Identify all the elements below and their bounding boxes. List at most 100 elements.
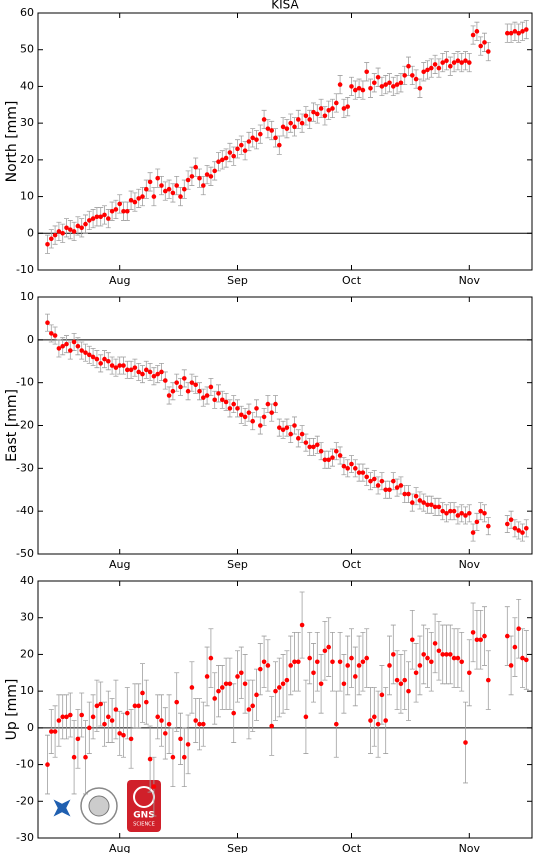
x-tick-label: Aug <box>109 558 130 571</box>
point <box>106 358 111 364</box>
point <box>193 164 198 170</box>
point <box>280 681 286 687</box>
point <box>326 457 332 463</box>
point <box>125 367 130 373</box>
point <box>425 502 430 508</box>
point <box>482 40 487 45</box>
point <box>140 371 145 377</box>
y-tick-label: 10 <box>20 190 34 203</box>
point <box>147 369 153 375</box>
point <box>216 391 221 396</box>
y-tick-label: 30 <box>20 116 34 129</box>
x-tick-label: Nov <box>459 558 481 571</box>
university-logo-inner <box>88 795 110 817</box>
point <box>45 320 50 326</box>
point <box>394 677 400 683</box>
point <box>284 677 290 683</box>
point <box>307 117 313 122</box>
point <box>49 331 54 336</box>
point <box>136 369 141 375</box>
x-tick-label: Oct <box>342 558 362 571</box>
point <box>147 179 153 185</box>
point <box>71 339 77 345</box>
point <box>106 714 111 720</box>
point <box>524 526 529 531</box>
point <box>524 657 529 663</box>
point <box>360 87 366 93</box>
point <box>239 412 244 418</box>
point <box>212 397 217 403</box>
point <box>410 637 415 643</box>
x-tick-label: Nov <box>459 274 481 287</box>
point <box>102 212 107 218</box>
point <box>311 670 316 676</box>
point <box>121 208 126 214</box>
point <box>132 199 138 205</box>
point <box>216 688 221 694</box>
point <box>353 466 358 471</box>
point <box>155 371 160 377</box>
point <box>505 521 510 527</box>
point <box>383 82 389 87</box>
point <box>204 172 210 177</box>
y-tick-label: -20 <box>16 419 34 432</box>
point <box>520 530 525 535</box>
point <box>60 230 65 236</box>
point <box>250 135 255 141</box>
point <box>246 139 252 144</box>
point <box>508 30 514 36</box>
point <box>52 729 58 734</box>
point <box>429 659 434 665</box>
point <box>140 194 145 199</box>
point <box>223 155 229 161</box>
point <box>345 663 351 668</box>
point <box>296 436 301 441</box>
point <box>204 393 210 398</box>
point <box>292 423 297 428</box>
point <box>387 80 392 86</box>
point <box>391 478 396 484</box>
point <box>94 356 100 362</box>
point <box>326 644 332 650</box>
point <box>436 648 442 654</box>
point <box>512 644 518 650</box>
point <box>436 65 442 71</box>
point <box>182 186 187 192</box>
point <box>144 699 149 705</box>
point <box>269 128 275 133</box>
point <box>242 681 248 687</box>
point <box>284 425 290 430</box>
point <box>261 414 267 420</box>
point <box>402 491 408 497</box>
point <box>166 186 172 192</box>
point <box>170 190 176 196</box>
point <box>144 367 149 373</box>
point <box>220 685 225 690</box>
point <box>330 659 335 665</box>
point <box>322 457 328 463</box>
point <box>231 710 236 716</box>
point <box>368 718 373 723</box>
point <box>455 513 461 518</box>
point <box>109 718 115 723</box>
point <box>394 485 400 490</box>
point <box>391 84 396 89</box>
point <box>486 523 491 529</box>
point <box>216 159 221 164</box>
point <box>117 731 122 736</box>
point <box>349 84 354 89</box>
point <box>197 175 202 181</box>
y-tick-label: 30 <box>20 611 34 624</box>
y-tick-label: 50 <box>20 43 34 56</box>
point <box>56 718 62 723</box>
point <box>117 201 122 207</box>
point <box>364 655 370 661</box>
point <box>163 188 168 194</box>
point <box>516 528 521 533</box>
point <box>505 30 510 36</box>
point <box>90 216 96 221</box>
point <box>109 363 115 368</box>
point <box>45 762 50 767</box>
point <box>98 701 103 707</box>
